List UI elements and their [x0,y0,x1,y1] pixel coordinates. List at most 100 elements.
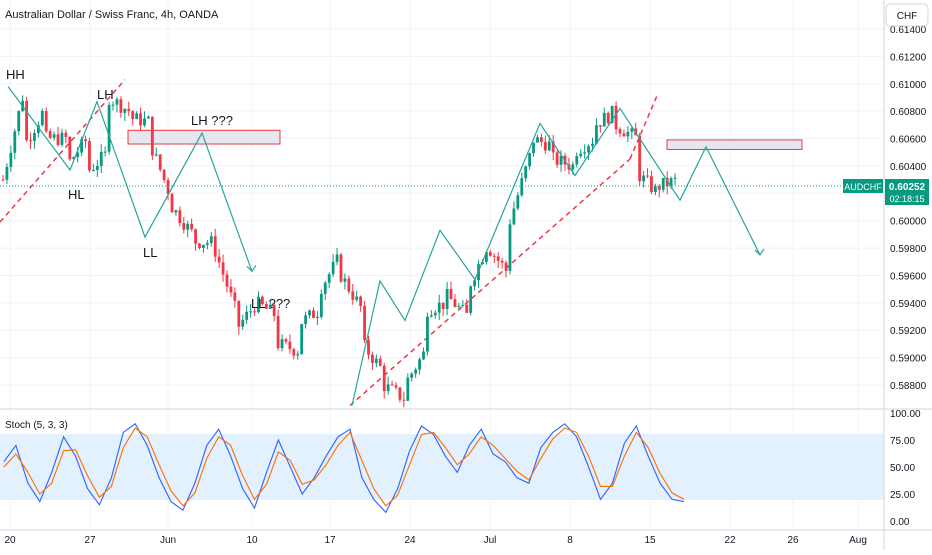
time-axis-tick-label: 8 [567,535,573,546]
candle-body [410,373,414,378]
structure-label: HH [6,67,25,82]
candle-body [453,299,457,307]
candle-body [127,108,131,112]
candle-body [504,262,508,271]
candle-body [653,186,657,192]
candle-body [162,169,166,180]
trendline [629,93,659,160]
currency-button-label: CHF [897,11,918,22]
candle-body [5,166,9,180]
time-axis-tick-label: 17 [324,535,336,546]
price-axis-tick-label: 0.60600 [890,135,927,146]
candle-body [44,110,48,132]
candle-body [268,304,272,309]
candle-body [461,305,465,307]
candle-body [583,152,587,154]
candle-body [190,223,194,230]
candle-body [657,186,661,190]
candle-body [449,289,453,300]
structure-path [351,107,761,406]
candle-body [630,128,634,132]
candle-body [115,99,119,105]
candle-body [213,236,217,257]
candle-body [626,131,630,137]
candle-body [547,141,551,151]
time-axis-tick-label: 26 [787,535,799,546]
structure-path [7,86,253,272]
candle-body [512,208,516,225]
candle-body [217,256,221,263]
candle-body [595,125,598,144]
candle-body [327,274,331,283]
candle-body [194,229,197,244]
candle-body [48,131,52,138]
candle-body [638,135,642,182]
candle-body [107,104,111,152]
candle-body [166,179,170,195]
candle-body [473,280,476,287]
candle-body [143,118,146,126]
candle-body [520,178,524,196]
candle-body [99,151,103,166]
time-axis-tick-label: 15 [644,535,656,546]
candle-body [205,243,209,245]
candle-body [316,316,319,319]
candle-body [95,165,99,171]
candle-body [253,311,256,313]
candle-body [355,296,359,300]
price-axis-tick-label: 0.59800 [890,244,927,255]
candle-body [646,175,649,177]
candle-body [374,358,378,363]
candle-body [516,195,520,209]
candle-body [292,349,296,356]
candle-body [351,291,355,300]
price-axis-tick-label: 0.59000 [890,354,927,365]
candle-body [437,302,441,313]
candle-body [221,262,225,275]
candle-body [606,112,610,124]
price-axis-tick-label: 0.60000 [890,217,927,228]
chart-title: Australian Dollar / Swiss Franc, 4h, OAN… [5,9,219,21]
candle-body [378,358,382,366]
candle-body [492,255,496,257]
candle-body [300,324,304,355]
candle-body [422,351,425,360]
candle-body [528,153,532,167]
candle-body [150,116,154,156]
candle-body [339,254,343,282]
candle-body [264,304,268,309]
price-axis-tick-label: 0.58800 [890,381,927,392]
stoch-title: Stoch (5, 3, 3) [5,420,68,431]
candle-body [331,261,335,275]
time-axis-tick-label: Aug [849,535,867,546]
candle-body [249,311,252,313]
candle-body [551,141,555,153]
price-axis-tick-label: 0.61400 [890,25,927,36]
candle-body [225,274,229,287]
stoch-axis-tick-label: 50.00 [890,463,915,474]
trendline [0,79,126,223]
candle-body [123,108,127,113]
candle-body [229,286,233,293]
structure-label: LH [97,87,114,102]
candle-body [441,302,445,309]
candle-body [496,256,500,261]
candle-body [382,365,386,392]
candle-body [304,315,308,325]
stoch-axis-tick-label: 25.00 [890,490,915,501]
candle-body [406,377,410,401]
candle-body [202,244,205,248]
currency-button[interactable] [885,3,929,27]
stoch-axis-tick-label: 100.00 [890,409,921,420]
candle-body [72,157,76,160]
price-axis-tick-label: 0.59400 [890,299,927,310]
candle-body [532,142,535,154]
structure-label: LL [143,245,157,260]
candle-body [426,316,429,352]
candle-body [119,99,123,113]
candle-body [56,134,60,145]
time-axis-tick-label: 24 [404,535,416,546]
last-price-tag [885,179,929,205]
candle-body [33,133,36,141]
